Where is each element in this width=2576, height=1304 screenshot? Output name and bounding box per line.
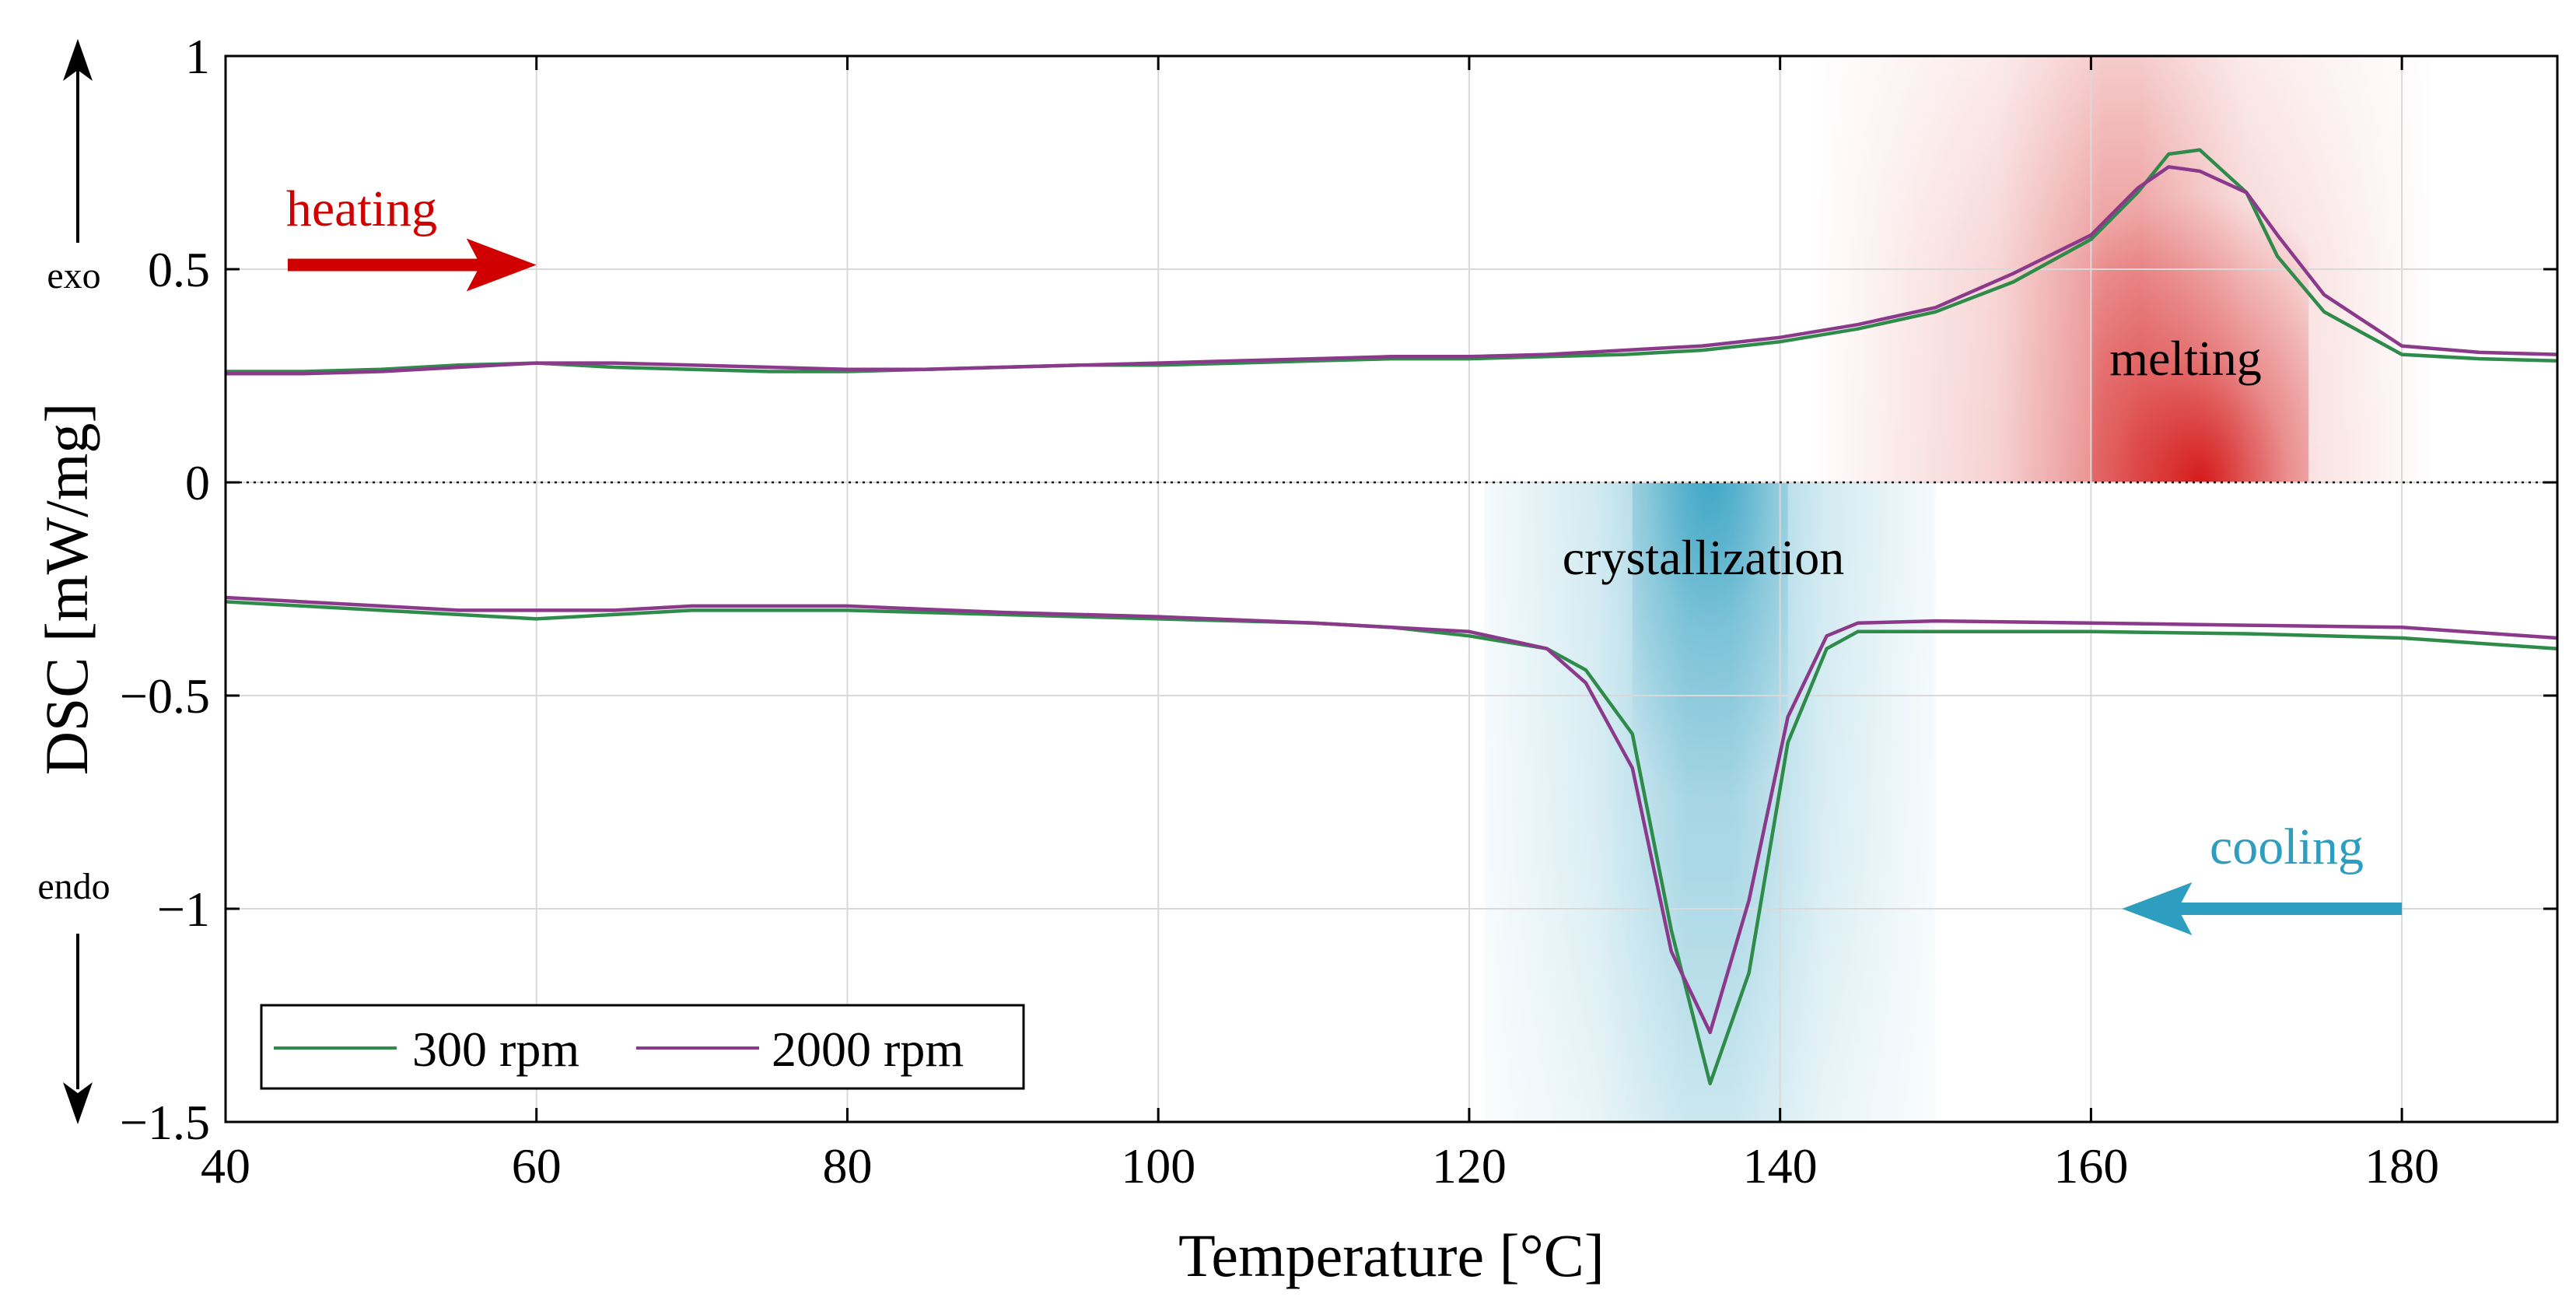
x-axis-label: Temperature [°C]: [1178, 1222, 1605, 1289]
series-line-300rpm-heating: [226, 148, 2557, 373]
x-tick-label: 40: [201, 1138, 250, 1194]
y-tick-labels: −1.5 −1 −0.5 0 0.5 1: [120, 29, 210, 1150]
melting-label: melting: [2109, 331, 2262, 386]
x-tick-label: 80: [822, 1138, 872, 1194]
exo-endo-indicator: exo endo: [37, 39, 110, 1124]
x-tick-label: 60: [512, 1138, 562, 1194]
x-tick-label: 140: [1743, 1138, 1818, 1194]
cooling-arrow-icon: [2122, 882, 2403, 935]
plot-frame: [224, 54, 2559, 1123]
cooling-label: cooling: [2210, 819, 2364, 875]
legend: 300 rpm 2000 rpm: [260, 1004, 1025, 1090]
series-line-2000rpm-heating: [226, 165, 2557, 376]
series-line-2000rpm-cooling: [226, 595, 2557, 1035]
x-tick-label: 120: [1432, 1138, 1507, 1194]
y-tick-label: 0.5: [148, 242, 210, 297]
crystallization-region: [1484, 482, 1936, 1122]
y-tick-label: 1: [185, 29, 210, 84]
cooling-arrow-head: [2122, 882, 2193, 935]
endo-arrowhead-icon: [63, 1082, 93, 1124]
heating-label: heating: [286, 181, 437, 237]
x-tick-label: 180: [2364, 1138, 2439, 1194]
y-axis-label: DSC [mW/mg]: [33, 403, 100, 776]
x-tick-label: 160: [2053, 1138, 2128, 1194]
y-tick-label: −1.5: [120, 1095, 210, 1150]
legend-label-2000rpm: 2000 rpm: [772, 1022, 964, 1077]
y-tick-label: −1: [157, 882, 210, 937]
x-tick-labels: 40 60 80 100 120 140 160 180: [201, 1138, 2439, 1194]
legend-label-300rpm: 300 rpm: [412, 1022, 579, 1077]
heating-arrow-icon: [287, 238, 537, 292]
y-tick-label: −0.5: [120, 668, 210, 724]
axis-ticks: [224, 54, 2557, 1123]
crystallization-region-core: [1632, 482, 1788, 845]
exo-arrowhead-icon: [63, 39, 93, 81]
x-tick-label: 100: [1121, 1138, 1195, 1194]
endo-label: endo: [37, 866, 110, 907]
y-tick-label: 0: [185, 455, 210, 510]
heating-arrow-head: [466, 238, 537, 292]
exo-label: exo: [47, 255, 100, 296]
crystallization-label: crystallization: [1563, 530, 1845, 585]
melting-region-core: [2091, 163, 2309, 482]
